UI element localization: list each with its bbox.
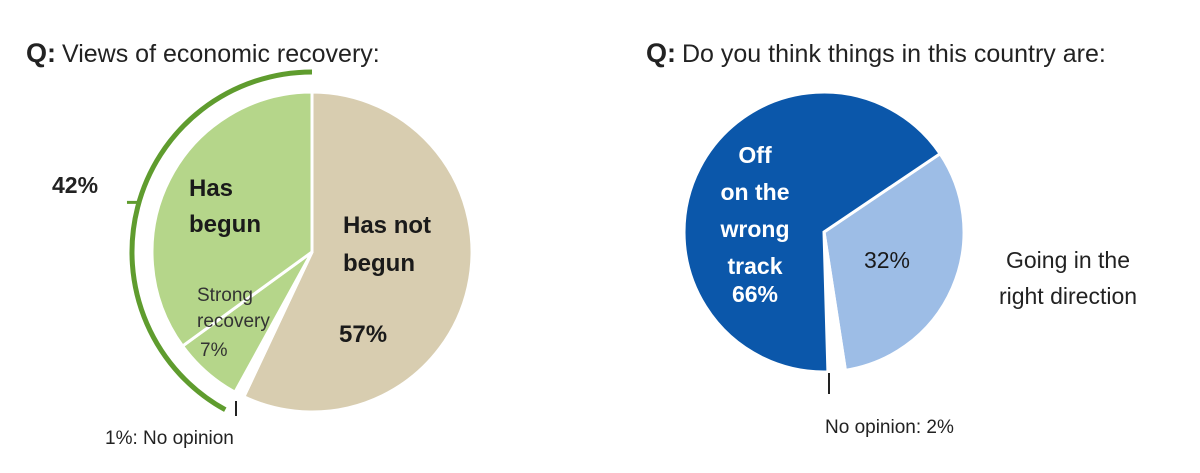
left-chart-question: Q: Views of economic recovery: xyxy=(26,38,380,69)
outside-label-right-direction: Going in the xyxy=(1006,247,1130,273)
right-chart-question: Q: Do you think things in this country ar… xyxy=(646,38,1106,69)
no-opinion-note: No opinion: 2% xyxy=(825,417,954,438)
slice-value-strong-recovery: 7% xyxy=(200,340,228,361)
question-text: Do you think things in this country are: xyxy=(682,40,1106,68)
slice-label-has-not-begun: begun xyxy=(343,250,415,277)
slice-label-has-begun: begun xyxy=(189,211,261,238)
left-pie-chart: 42% 1%: No opinion Has begun Strong recovery 7… xyxy=(52,69,474,449)
pie-slice-right-direction xyxy=(822,151,966,373)
outside-label-right-direction: right direction xyxy=(999,283,1137,309)
slice-value-right-direction: 32% xyxy=(864,247,910,273)
slice-value-wrong-track: 66% xyxy=(732,281,778,307)
slice-label-strong-recovery: recovery xyxy=(197,311,270,332)
question-prefix: Q: xyxy=(26,38,56,68)
slice-label-wrong-track: Off xyxy=(738,142,772,168)
pie-slice-has-not-begun xyxy=(241,90,474,414)
group-bracket-arc xyxy=(129,69,313,412)
question-text: Views of economic recovery: xyxy=(62,40,380,68)
slice-label-wrong-track: track xyxy=(728,253,783,279)
slice-label-wrong-track: wrong xyxy=(720,216,790,242)
pie-slice-has-begun xyxy=(150,90,314,349)
question-prefix: Q: xyxy=(646,38,676,68)
slice-label-wrong-track: on the xyxy=(721,179,790,205)
group-label: 42% xyxy=(52,172,98,198)
pie-slice-wrong-track xyxy=(682,90,943,374)
slice-label-has-begun: Has xyxy=(189,175,233,202)
no-opinion-note: 1%: No opinion xyxy=(105,428,234,449)
slice-label-strong-recovery: Strong xyxy=(197,285,253,306)
slice-value-has-not-begun: 57% xyxy=(339,321,387,348)
slice-label-has-not-begun: Has not xyxy=(343,212,431,239)
